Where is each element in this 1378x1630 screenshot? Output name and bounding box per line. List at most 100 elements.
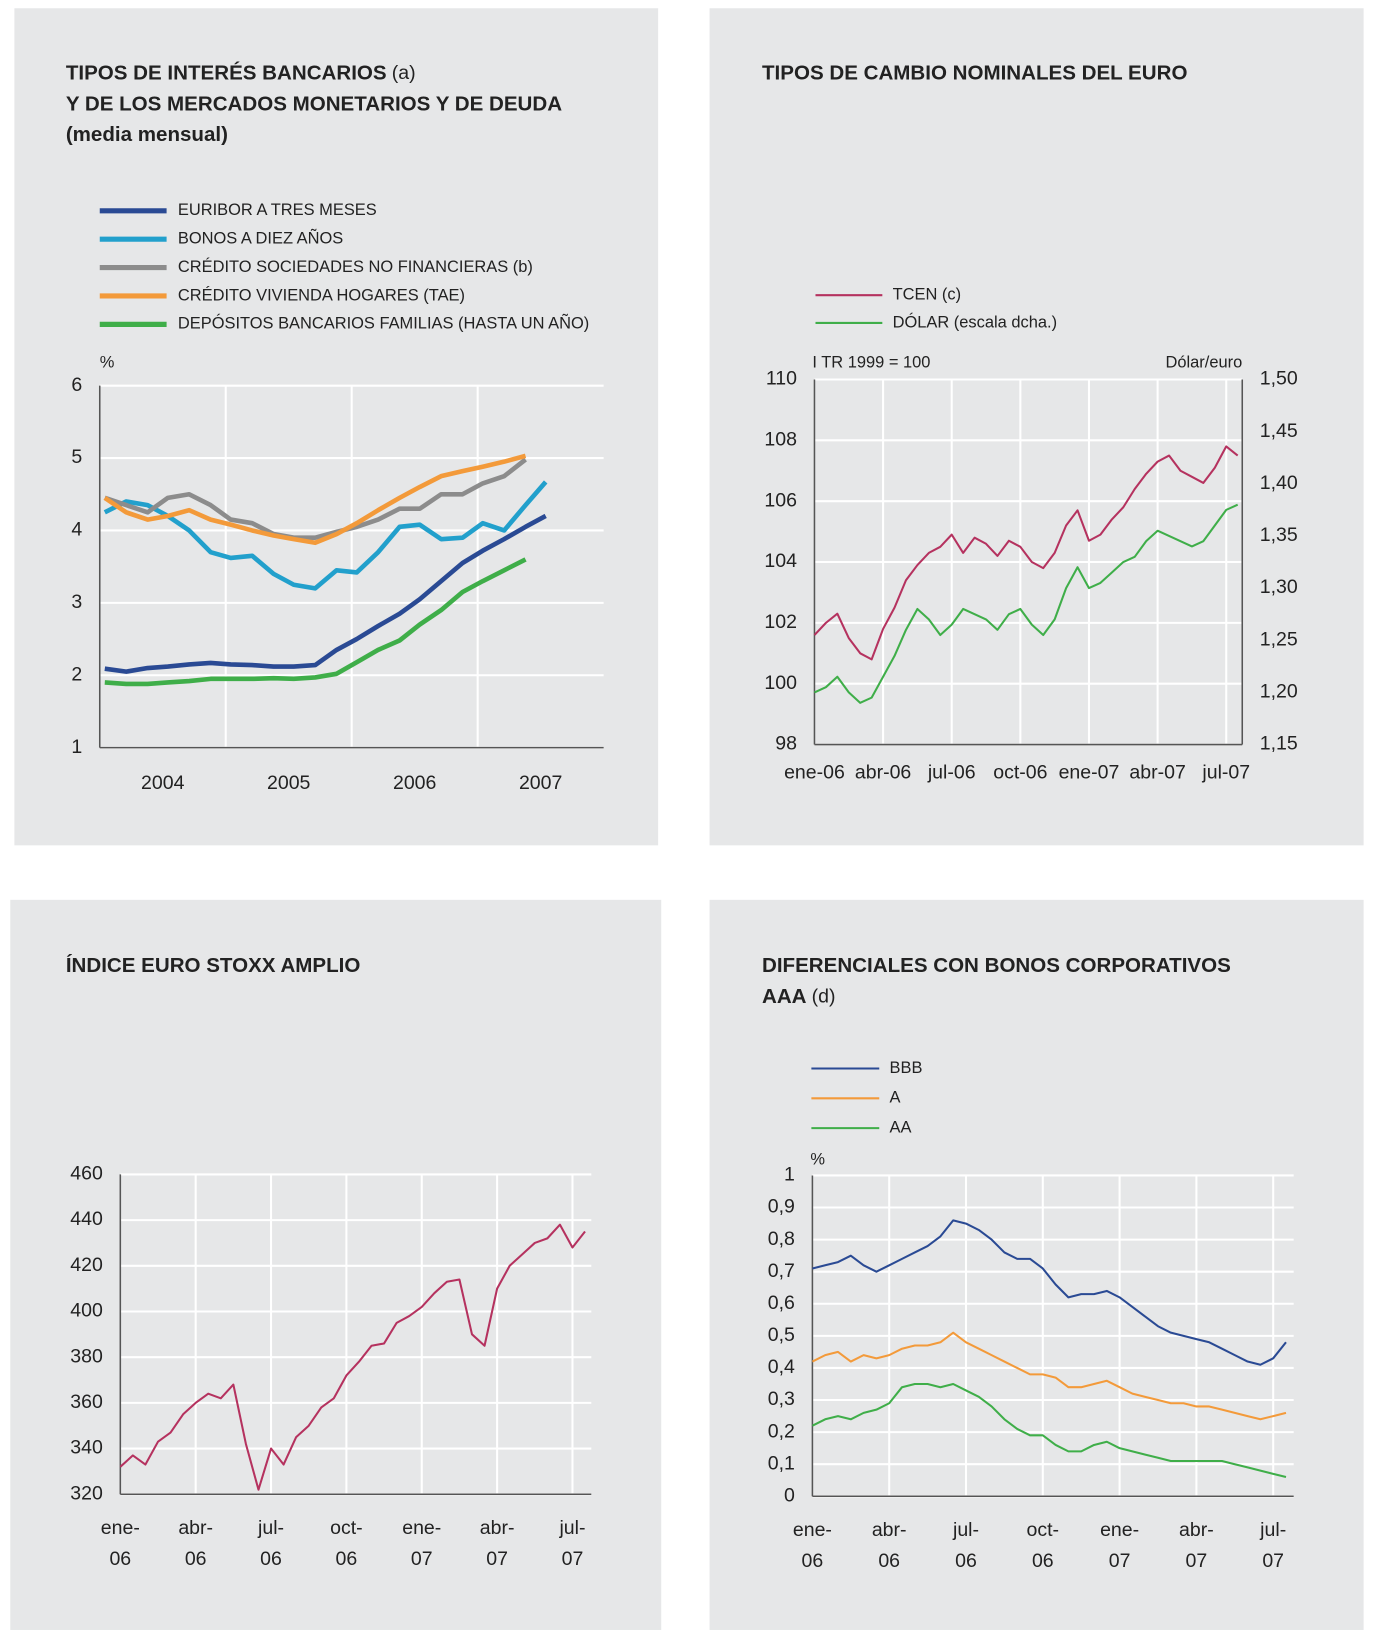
legend-label: EURIBOR A TRES MESES (178, 201, 377, 219)
y-tick-label: 108 (764, 428, 797, 450)
series-line (104, 513, 547, 674)
y-tick-label: 3 (71, 591, 82, 613)
series-line (811, 1331, 1287, 1421)
series-line (104, 557, 527, 687)
x-tick-label: jul-06 (952, 1519, 979, 1572)
legend-label: CRÉDITO VIVIENDA HOGARES (TAE) (178, 285, 465, 304)
x-tick-label: abr-06 (178, 1517, 213, 1570)
legend-label: BBB (890, 1059, 923, 1077)
x-tick-label: abr-06 (872, 1519, 907, 1572)
y-tick-label: 380 (70, 1345, 103, 1367)
y-tick-label: 360 (70, 1391, 103, 1413)
y-tick-label: 102 (764, 611, 797, 633)
y-tick-label: 2 (71, 663, 82, 685)
y-tick-label: 4 (71, 519, 82, 541)
x-tick-label: jul-06 (927, 762, 976, 784)
title-note: (d) (812, 986, 836, 1008)
legend-label: CRÉDITO SOCIEDADES NO FINANCIERAS (b) (178, 257, 533, 276)
x-tick-label: jul-07 (558, 1517, 585, 1570)
series-line (103, 453, 527, 546)
chart-title: ÍNDICE EURO STOXX AMPLIO (66, 954, 361, 977)
y-tick-label: 0,3 (768, 1388, 795, 1410)
x-tick-label: jul-06 (257, 1517, 284, 1570)
series-line (103, 480, 548, 591)
x-tick-label: 2007 (519, 772, 562, 794)
chart-title: TIPOS DE INTERÉS BANCARIOS (66, 62, 387, 85)
y-tick-label: 0,5 (768, 1324, 795, 1346)
y2-tick-label: 1,20 (1260, 681, 1298, 703)
y-tick-label: 110 (766, 368, 797, 390)
y-axis-label: % (810, 1150, 825, 1168)
y-tick-label: 0 (784, 1484, 795, 1506)
y-tick-label: 98 (775, 733, 797, 755)
y2-tick-label: 1,25 (1260, 628, 1298, 650)
y2-axis-label: Dólar/euro (1166, 353, 1243, 371)
x-tick-label: abr-07 (480, 1517, 515, 1570)
legend-label: DEPÓSITOS BANCARIOS FAMILIAS (HASTA UN A… (178, 313, 589, 333)
y-tick-label: 460 (70, 1163, 103, 1185)
y-tick-label: 0,9 (768, 1196, 795, 1218)
y-tick-label: 0,2 (768, 1420, 795, 1442)
y-tick-label: 6 (71, 374, 82, 396)
legend-label: BONOS A DIEZ AÑOS (178, 228, 343, 248)
x-tick-label: ene-06 (101, 1517, 140, 1570)
y-tick-label: 340 (70, 1437, 103, 1459)
legend-label: A (890, 1089, 901, 1107)
x-tick-label: 2005 (267, 772, 311, 794)
y2-tick-label: 1,15 (1260, 733, 1298, 755)
y-tick-label: 0,6 (768, 1292, 795, 1314)
x-tick-label: 2006 (393, 772, 436, 794)
y-axis-label: I TR 1999 = 100 (812, 353, 930, 371)
x-tick-label: oct-06 (993, 762, 1047, 784)
y-tick-label: 106 (764, 489, 797, 511)
legend-label: TCEN (c) (893, 286, 961, 304)
panel (14, 8, 659, 846)
x-tick-label: oct-06 (1027, 1519, 1060, 1572)
y-tick-label: 400 (70, 1300, 103, 1322)
y-tick-label: 5 (71, 446, 82, 468)
x-tick-label: jul-07 (1259, 1519, 1286, 1572)
y-tick-label: 100 (764, 672, 797, 694)
y-tick-label: 0,8 (768, 1228, 795, 1250)
x-tick-label: ene-06 (784, 762, 845, 784)
x-tick-label: 2004 (141, 772, 185, 794)
chart-title: DIFERENCIALES CON BONOS CORPORATIVOS (762, 954, 1231, 977)
y2-tick-label: 1,50 (1260, 368, 1298, 390)
x-tick-label: abr-07 (1129, 762, 1185, 784)
y-tick-label: 1 (784, 1164, 795, 1186)
legend-label: DÓLAR (escala dcha.) (893, 312, 1057, 331)
x-tick-label: abr-07 (1179, 1519, 1214, 1572)
legend-label: AA (890, 1118, 912, 1136)
x-tick-label: ene-07 (1059, 762, 1120, 784)
series-line (104, 457, 527, 541)
y-tick-label: 0,4 (768, 1356, 795, 1378)
y2-tick-label: 1,30 (1260, 576, 1298, 598)
chart-title: TIPOS DE CAMBIO NOMINALES DEL EURO (762, 62, 1187, 85)
y2-tick-label: 1,40 (1260, 472, 1298, 494)
y-tick-label: 1 (71, 736, 82, 758)
x-tick-label: jul-07 (1201, 762, 1250, 784)
y-tick-label: 0,1 (768, 1452, 795, 1474)
x-tick-label: ene-06 (793, 1519, 832, 1572)
chart-title: Y DE LOS MERCADOS MONETARIOS Y DE DEUDA (66, 92, 562, 115)
x-tick-label: abr-06 (855, 762, 911, 784)
y-tick-label: 0,7 (768, 1260, 795, 1282)
series-line (814, 503, 1239, 704)
y-tick-label: 440 (70, 1208, 103, 1230)
x-tick-label: ene-07 (1100, 1519, 1139, 1572)
chart-title: (media mensual) (66, 123, 228, 146)
series-line (813, 445, 1239, 661)
y2-tick-label: 1,35 (1260, 524, 1298, 546)
y-axis-label: % (100, 353, 115, 371)
y-tick-label: 420 (70, 1254, 103, 1276)
y-tick-label: 320 (70, 1482, 103, 1504)
series-line (812, 1219, 1287, 1366)
series-line (811, 1382, 1287, 1479)
panel (709, 8, 1364, 846)
chart-title: AAA (762, 985, 807, 1008)
series-line (119, 1223, 586, 1491)
title-note: (a) (392, 62, 416, 84)
x-tick-label: ene-07 (402, 1517, 441, 1570)
y2-tick-label: 1,45 (1260, 420, 1298, 442)
